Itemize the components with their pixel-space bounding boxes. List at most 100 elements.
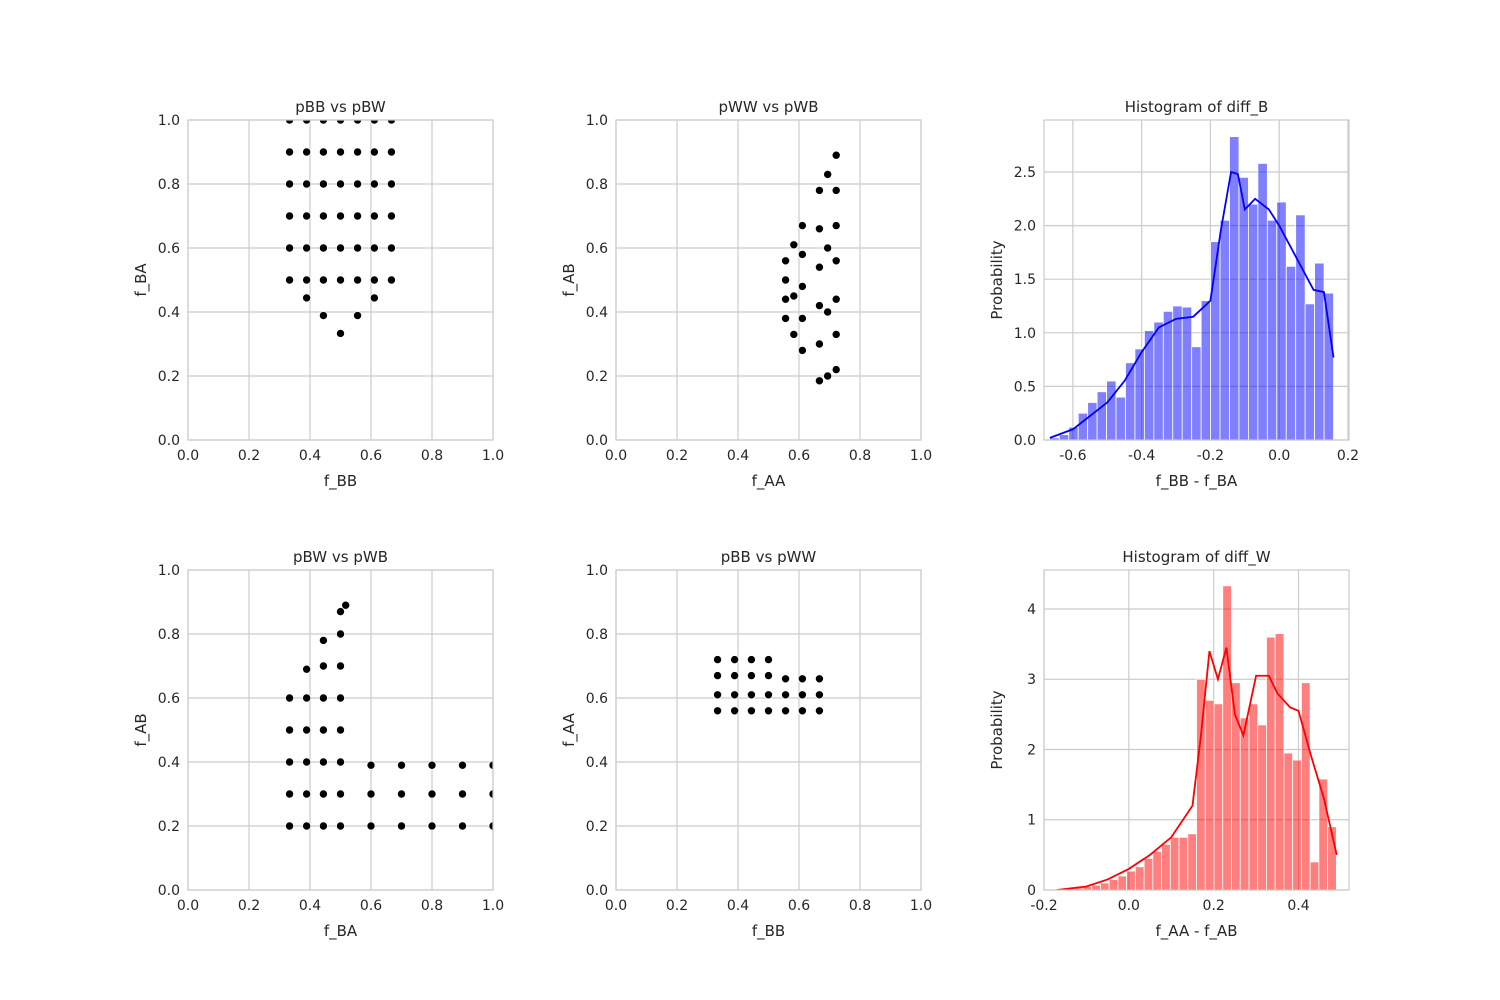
point	[370, 243, 379, 253]
bar	[1100, 882, 1110, 890]
point	[730, 671, 739, 680]
y-axis-label: f_AB	[132, 713, 151, 746]
bar	[1219, 219, 1230, 440]
subplot: 0.0 0.2 0.4 0.6 0.8 1.0 0.0 0.2 0.4 0.6 0.8 1.0 pWW …	[560, 98, 932, 491]
point	[366, 760, 376, 770]
x-tick-label: 1.0	[910, 898, 932, 914]
x-tick-label: 0.8	[849, 448, 871, 464]
point	[370, 211, 379, 221]
point	[302, 821, 311, 831]
y-tick-label: 0.0	[158, 883, 180, 899]
y-tick-label: 0.6	[158, 691, 180, 707]
point	[285, 821, 294, 831]
point	[798, 674, 807, 684]
bar	[1058, 434, 1070, 440]
y-tick-label: 0.6	[586, 691, 608, 707]
point	[831, 365, 841, 374]
point	[387, 211, 396, 221]
point	[336, 789, 345, 799]
point	[831, 256, 841, 266]
point	[789, 240, 799, 250]
point	[285, 147, 294, 157]
point	[285, 179, 294, 189]
kde-line	[1056, 647, 1338, 890]
bar	[1222, 585, 1232, 890]
chart-title: Histogram of diff_B	[1125, 98, 1269, 117]
point	[458, 789, 467, 799]
x-tick-label: 0.6	[360, 898, 382, 914]
point	[285, 789, 294, 799]
bar	[1200, 300, 1211, 440]
point	[302, 757, 311, 767]
y-tick-label: 1.0	[158, 113, 180, 129]
point	[815, 690, 824, 700]
x-axis-label: f_AA - f_AB	[1155, 922, 1237, 941]
bar	[1238, 176, 1249, 440]
marks	[1049, 136, 1335, 440]
point	[285, 243, 294, 253]
y-tick-label: 1.0	[158, 563, 180, 579]
y-tick-label: 0.0	[1014, 433, 1036, 449]
chart-title: pBW vs pWB	[293, 548, 388, 566]
point	[815, 224, 824, 234]
point	[302, 664, 311, 674]
point	[488, 760, 493, 770]
bar	[1115, 396, 1126, 440]
bar	[1266, 219, 1278, 440]
y-tick-label: 1.0	[1014, 326, 1036, 342]
point	[713, 706, 722, 716]
bar	[1301, 682, 1311, 890]
bar	[1153, 321, 1164, 440]
y-tick-label: 4	[1027, 602, 1036, 618]
y-tick-label: 1.0	[586, 113, 608, 129]
bar	[1248, 703, 1259, 890]
bar	[1169, 836, 1180, 890]
point	[285, 693, 294, 703]
axes-frame	[615, 569, 922, 891]
point	[823, 243, 832, 253]
point	[336, 147, 345, 157]
point	[302, 179, 311, 189]
point	[353, 147, 362, 157]
x-tick-label: 0.0	[177, 898, 199, 914]
point	[319, 243, 328, 253]
marks	[1056, 585, 1338, 890]
point	[781, 256, 790, 266]
point	[488, 789, 493, 799]
bar	[1134, 866, 1145, 890]
point	[730, 655, 739, 664]
point	[713, 655, 722, 664]
y-tick-label: 0.6	[158, 241, 180, 257]
point	[427, 821, 437, 831]
point	[302, 211, 311, 221]
axes-frame	[187, 119, 494, 441]
axes-frame	[615, 119, 922, 441]
point	[747, 690, 756, 700]
y-tick-label: 0.2	[586, 819, 608, 835]
bar	[1229, 136, 1240, 440]
bar	[1187, 833, 1197, 890]
subplot: -0.2 0.0 0.2 0.4 0 1 2 3 4 Histogram of diff_W f_A…	[988, 548, 1350, 941]
point	[747, 655, 756, 664]
y-tick-label: 0.8	[586, 177, 608, 193]
point	[789, 330, 799, 339]
bar	[1323, 292, 1334, 440]
y-axis-label: f_AA	[560, 712, 579, 746]
bar	[1108, 879, 1119, 890]
point	[285, 120, 294, 125]
point	[789, 291, 799, 301]
y-tick-label: 0.5	[1014, 379, 1036, 395]
point	[336, 120, 345, 125]
point	[397, 789, 406, 799]
point	[336, 629, 345, 639]
x-tick-label: 0.2	[238, 448, 260, 464]
point	[815, 339, 824, 349]
y-tick-label: 0.2	[586, 369, 608, 385]
point	[285, 757, 294, 767]
point	[387, 120, 396, 125]
x-tick-label: -0.2	[1197, 448, 1224, 464]
point	[387, 147, 396, 157]
bar	[1292, 759, 1302, 890]
point	[285, 725, 294, 735]
